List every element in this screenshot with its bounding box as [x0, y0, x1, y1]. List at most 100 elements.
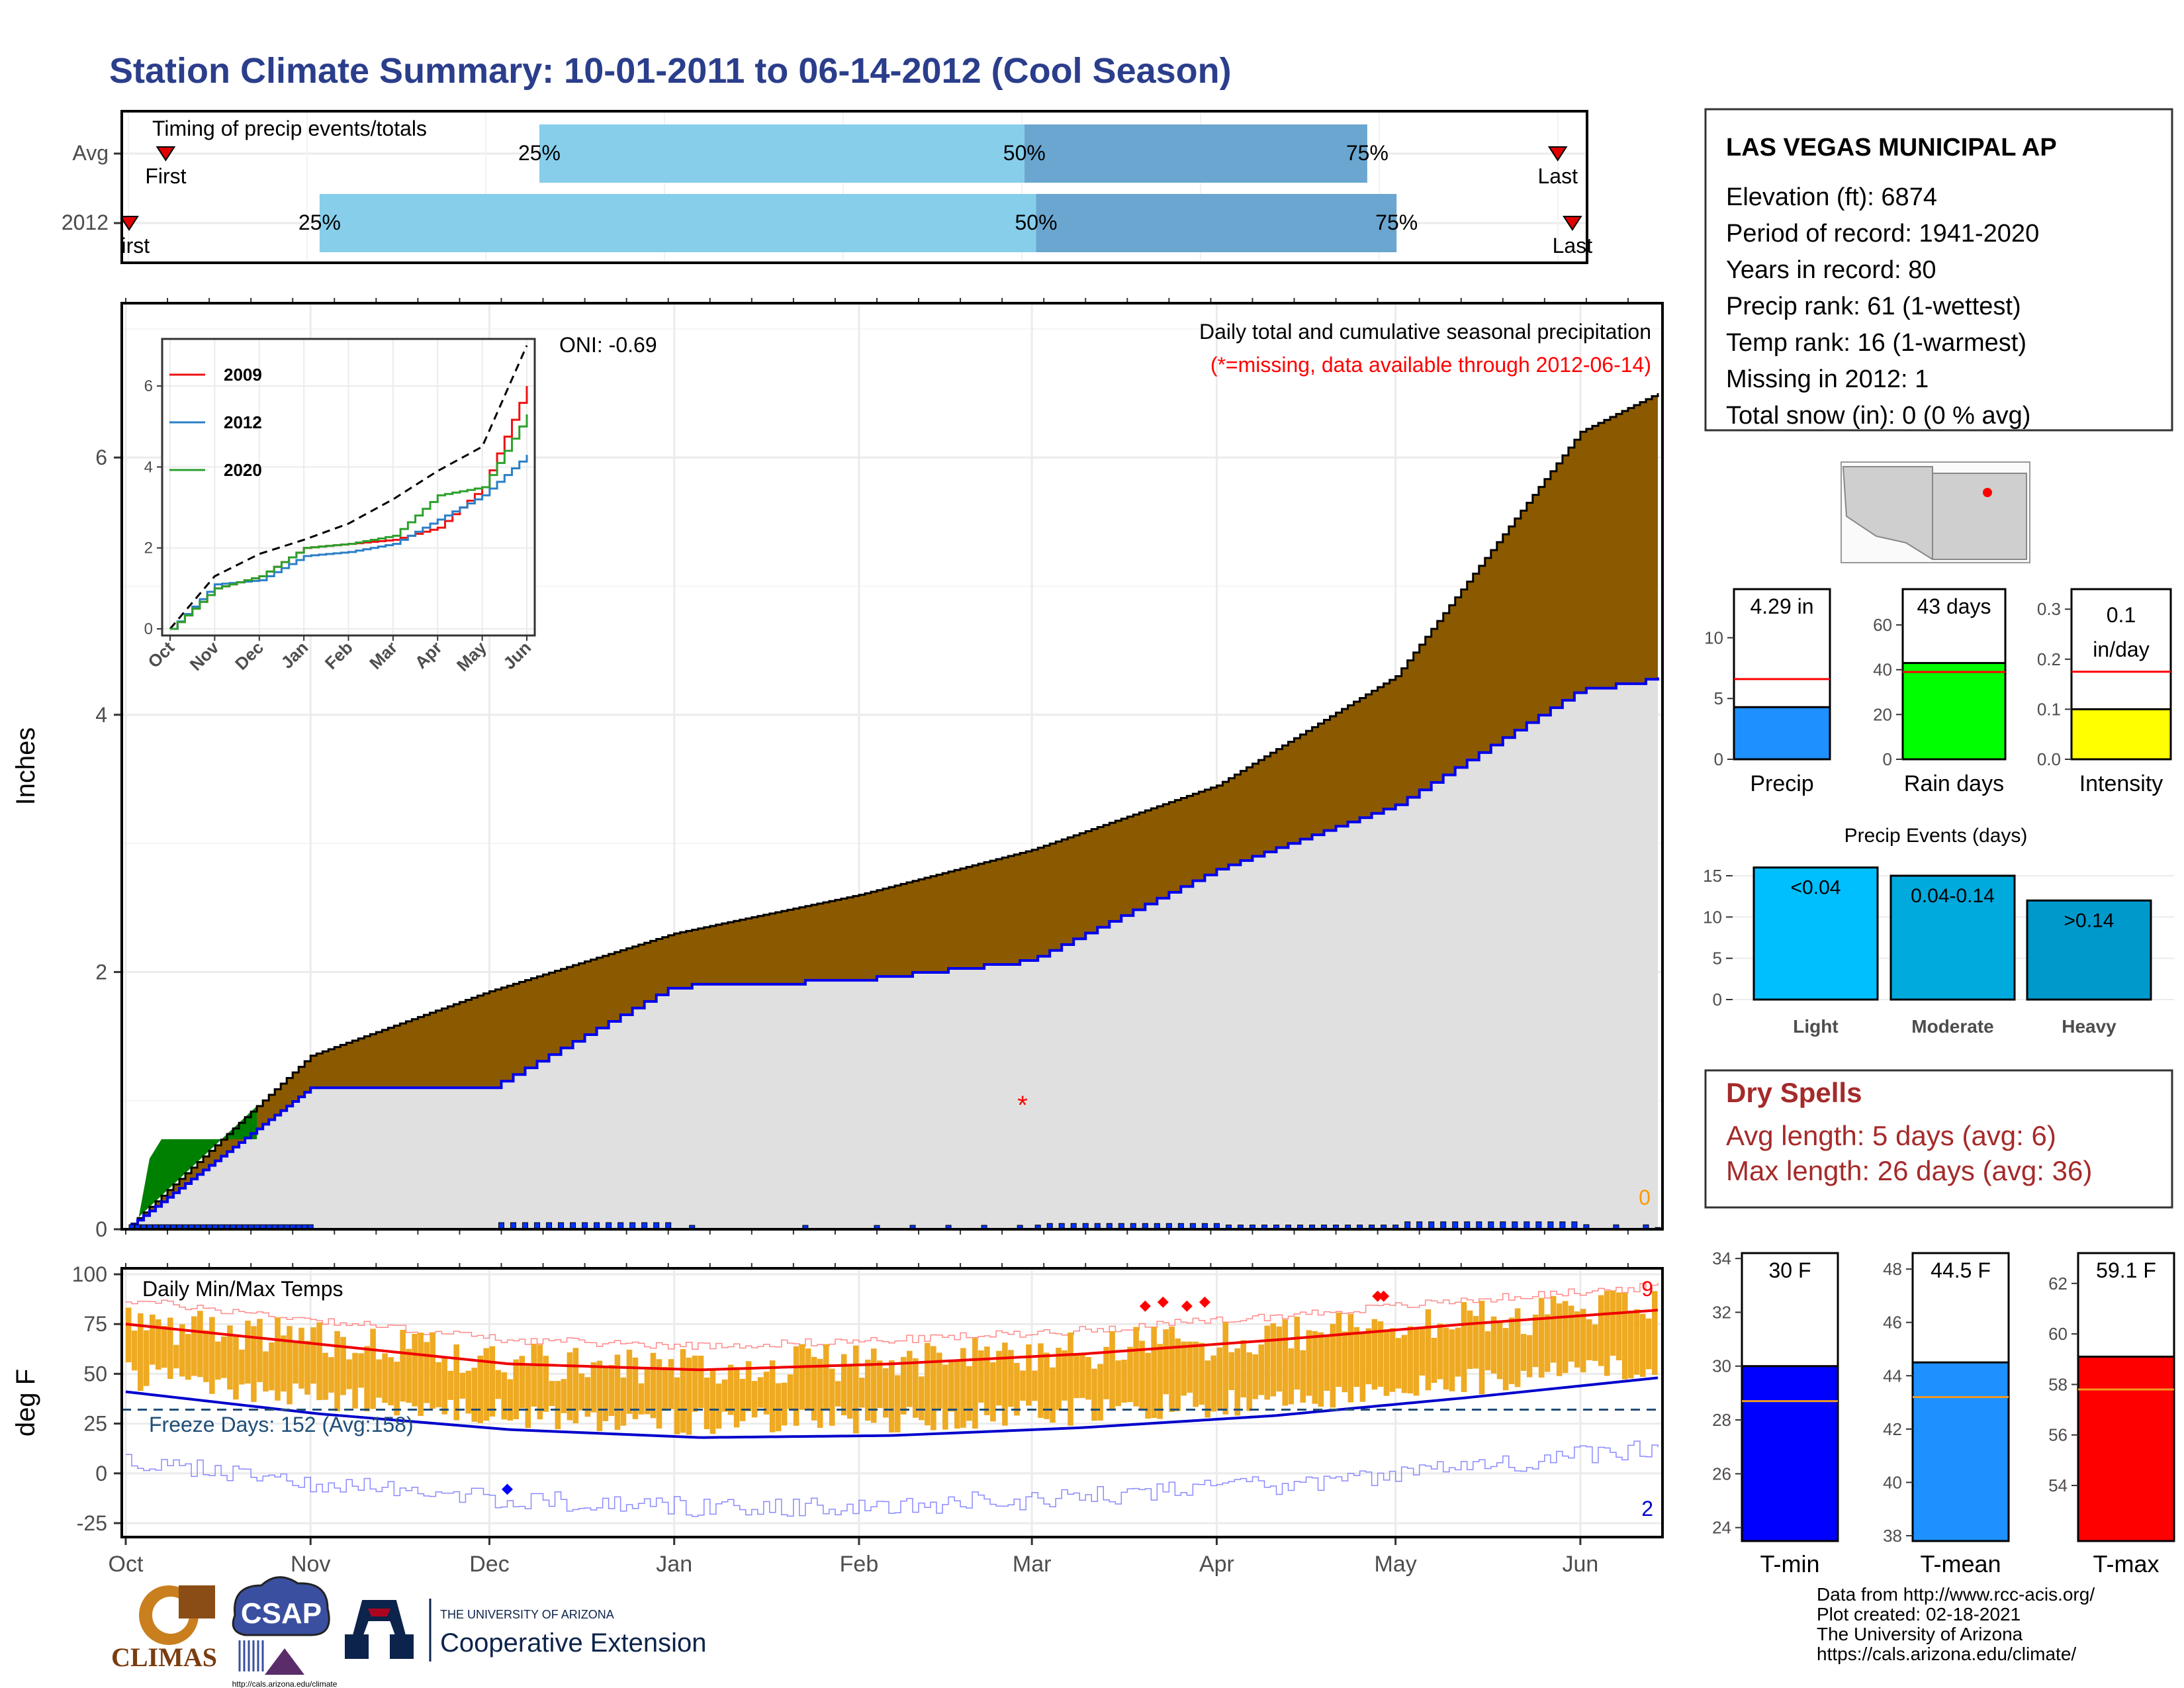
daily-temp-bar [495, 1370, 502, 1399]
tempbar-value-bar [2077, 1355, 2175, 1542]
daily-temp-bar [1562, 1301, 1569, 1374]
daily-temp-bar [757, 1377, 764, 1408]
month-label: Jan [656, 1552, 692, 1577]
daily-temp-bar [1300, 1350, 1306, 1403]
daily-temp-bar [858, 1378, 865, 1408]
station-detail: Period of record: 1941-2020 [1726, 220, 2039, 248]
daily-temp-bar [1502, 1328, 1509, 1391]
daily-temp-bar [1431, 1337, 1437, 1383]
summary-value-text: in/day [2093, 637, 2149, 661]
summary-bars: 4.29 in 0 5 10 Precip 43 days 0 20 40 60 Rain days… [1704, 588, 2172, 796]
daily-temp-bar [739, 1378, 746, 1421]
daily-temp-bar [954, 1360, 960, 1429]
daily-temp-bar [1216, 1347, 1222, 1411]
daily-temp-bar [132, 1331, 138, 1371]
daily-temp-bar [477, 1355, 484, 1423]
timing-row-label: 2012 [62, 211, 109, 234]
daily-temp-bar [263, 1351, 269, 1392]
record-low-count: 2 [1641, 1497, 1653, 1521]
daily-temp-bar [602, 1366, 609, 1421]
daily-temp-bar [1282, 1319, 1289, 1406]
climas-emblem-block [179, 1585, 215, 1618]
daily-temp-bar [919, 1376, 925, 1421]
tempbar-tick-label: 34 [1712, 1248, 1731, 1268]
daily-temp-bar [590, 1362, 597, 1413]
daily-temp-bar [572, 1348, 579, 1424]
daily-temp-bar [1496, 1323, 1503, 1380]
station-box [1704, 108, 2173, 432]
daily-temp-bar [650, 1352, 657, 1419]
daily-temp-bar [1187, 1341, 1193, 1393]
summary-tick-label: 0 [1714, 749, 1723, 769]
daily-temp-bar [203, 1330, 209, 1382]
daily-temp-bar [1276, 1326, 1283, 1392]
month-label: Mar [1013, 1552, 1052, 1577]
temp-frame [120, 1267, 1664, 1538]
daily-temp-bar [465, 1370, 472, 1414]
daily-temp-bar [1621, 1292, 1628, 1380]
daily-temp-bar [1437, 1323, 1443, 1380]
daily-temp-bar [1115, 1360, 1121, 1407]
climas-logo-text: CLIMAS [111, 1642, 217, 1672]
temperature-bars: 30 F 24 26 28 30 32 34 T-min 44.5 F 38 40 42 44 46 48 T… [1712, 1248, 2175, 1577]
daily-temp-bar [948, 1360, 954, 1412]
daily-temp-bar [275, 1317, 281, 1401]
daily-temp-bar [1288, 1348, 1295, 1405]
daily-temp-bar [531, 1343, 537, 1407]
daily-temp-bar [1145, 1352, 1151, 1419]
summary-tick-label: 60 [1873, 615, 1892, 635]
precip-events-chart: Precip Events (days) <0.04 Light 0.04-0.14 M… [1703, 825, 2174, 1037]
daily-temp-bar [519, 1356, 525, 1409]
daily-temp-bar [978, 1350, 984, 1403]
station-detail: Elevation (ft): 6874 [1726, 183, 1937, 211]
daily-temp-bar [1270, 1323, 1277, 1397]
daily-temp-bar [507, 1379, 514, 1421]
daily-temp-bar [972, 1338, 978, 1429]
daily-temp-bar [1449, 1329, 1455, 1391]
timing-row-label: Avg [72, 141, 109, 165]
daily-temp-bar [1598, 1295, 1604, 1366]
daily-temp-bar [543, 1356, 549, 1412]
timing-bar-q2 [319, 194, 1036, 252]
daily-temp-bar [1353, 1327, 1360, 1387]
daily-temp-bar [352, 1352, 358, 1409]
csap-logo-text: CSAP [241, 1597, 322, 1630]
daily-temp-bar [1228, 1352, 1234, 1390]
temp-panel: Daily Min/Max Temps Freeze Days: 152 (Avg… [11, 1262, 1664, 1577]
daily-temp-bar [1312, 1331, 1318, 1404]
daily-temp-bar [489, 1346, 496, 1417]
daily-temp-bar [1175, 1338, 1181, 1411]
daily-temp-bar [370, 1329, 376, 1409]
daily-temp-bar [1490, 1316, 1497, 1374]
csap-mountain [265, 1648, 304, 1675]
tempbar-value-text: 30 F [1768, 1258, 1811, 1282]
events-tick-label: 10 [1703, 907, 1722, 927]
summary-value-bar [2070, 708, 2172, 761]
daily-temp-bar [1407, 1326, 1414, 1393]
station-info-panel: LAS VEGAS MUNICIPAL AP Elevation (ft): 68… [1704, 108, 2173, 432]
y-tick-label: 0 [95, 1217, 107, 1241]
ua-small-text: THE UNIVERSITY OF ARIZONA [440, 1608, 614, 1621]
daily-temp-bar [638, 1383, 645, 1415]
timing-label: Timing of precip events/totals [152, 117, 427, 140]
daily-temp-bar [990, 1362, 996, 1422]
daily-temp-bar [1014, 1362, 1020, 1416]
daily-temp-bar [191, 1316, 197, 1376]
daily-temp-bar [1044, 1352, 1050, 1419]
tempbar-tick-label: 30 [1712, 1356, 1731, 1376]
daily-temp-bar [1615, 1292, 1622, 1361]
tempbar-label: T-mean [1920, 1550, 2001, 1577]
daily-temp-bar [1574, 1311, 1580, 1368]
station-detail: Missing in 2012: 1 [1726, 365, 1929, 393]
daily-temp-bar [1085, 1356, 1091, 1400]
avg-cumulative-line [126, 393, 1659, 1231]
daily-temp-bar [715, 1383, 722, 1429]
record-high-marker [1372, 1290, 1384, 1302]
daily-temp-bar [156, 1319, 161, 1370]
timing-p75-label: 75% [1375, 211, 1418, 234]
daily-temp-bar [364, 1346, 370, 1412]
daily-temp-bar [221, 1336, 227, 1378]
daily-temp-bar [1443, 1327, 1449, 1390]
y-tick-label: 4 [95, 703, 107, 727]
summary-tick-label: 0 [1883, 749, 1892, 769]
